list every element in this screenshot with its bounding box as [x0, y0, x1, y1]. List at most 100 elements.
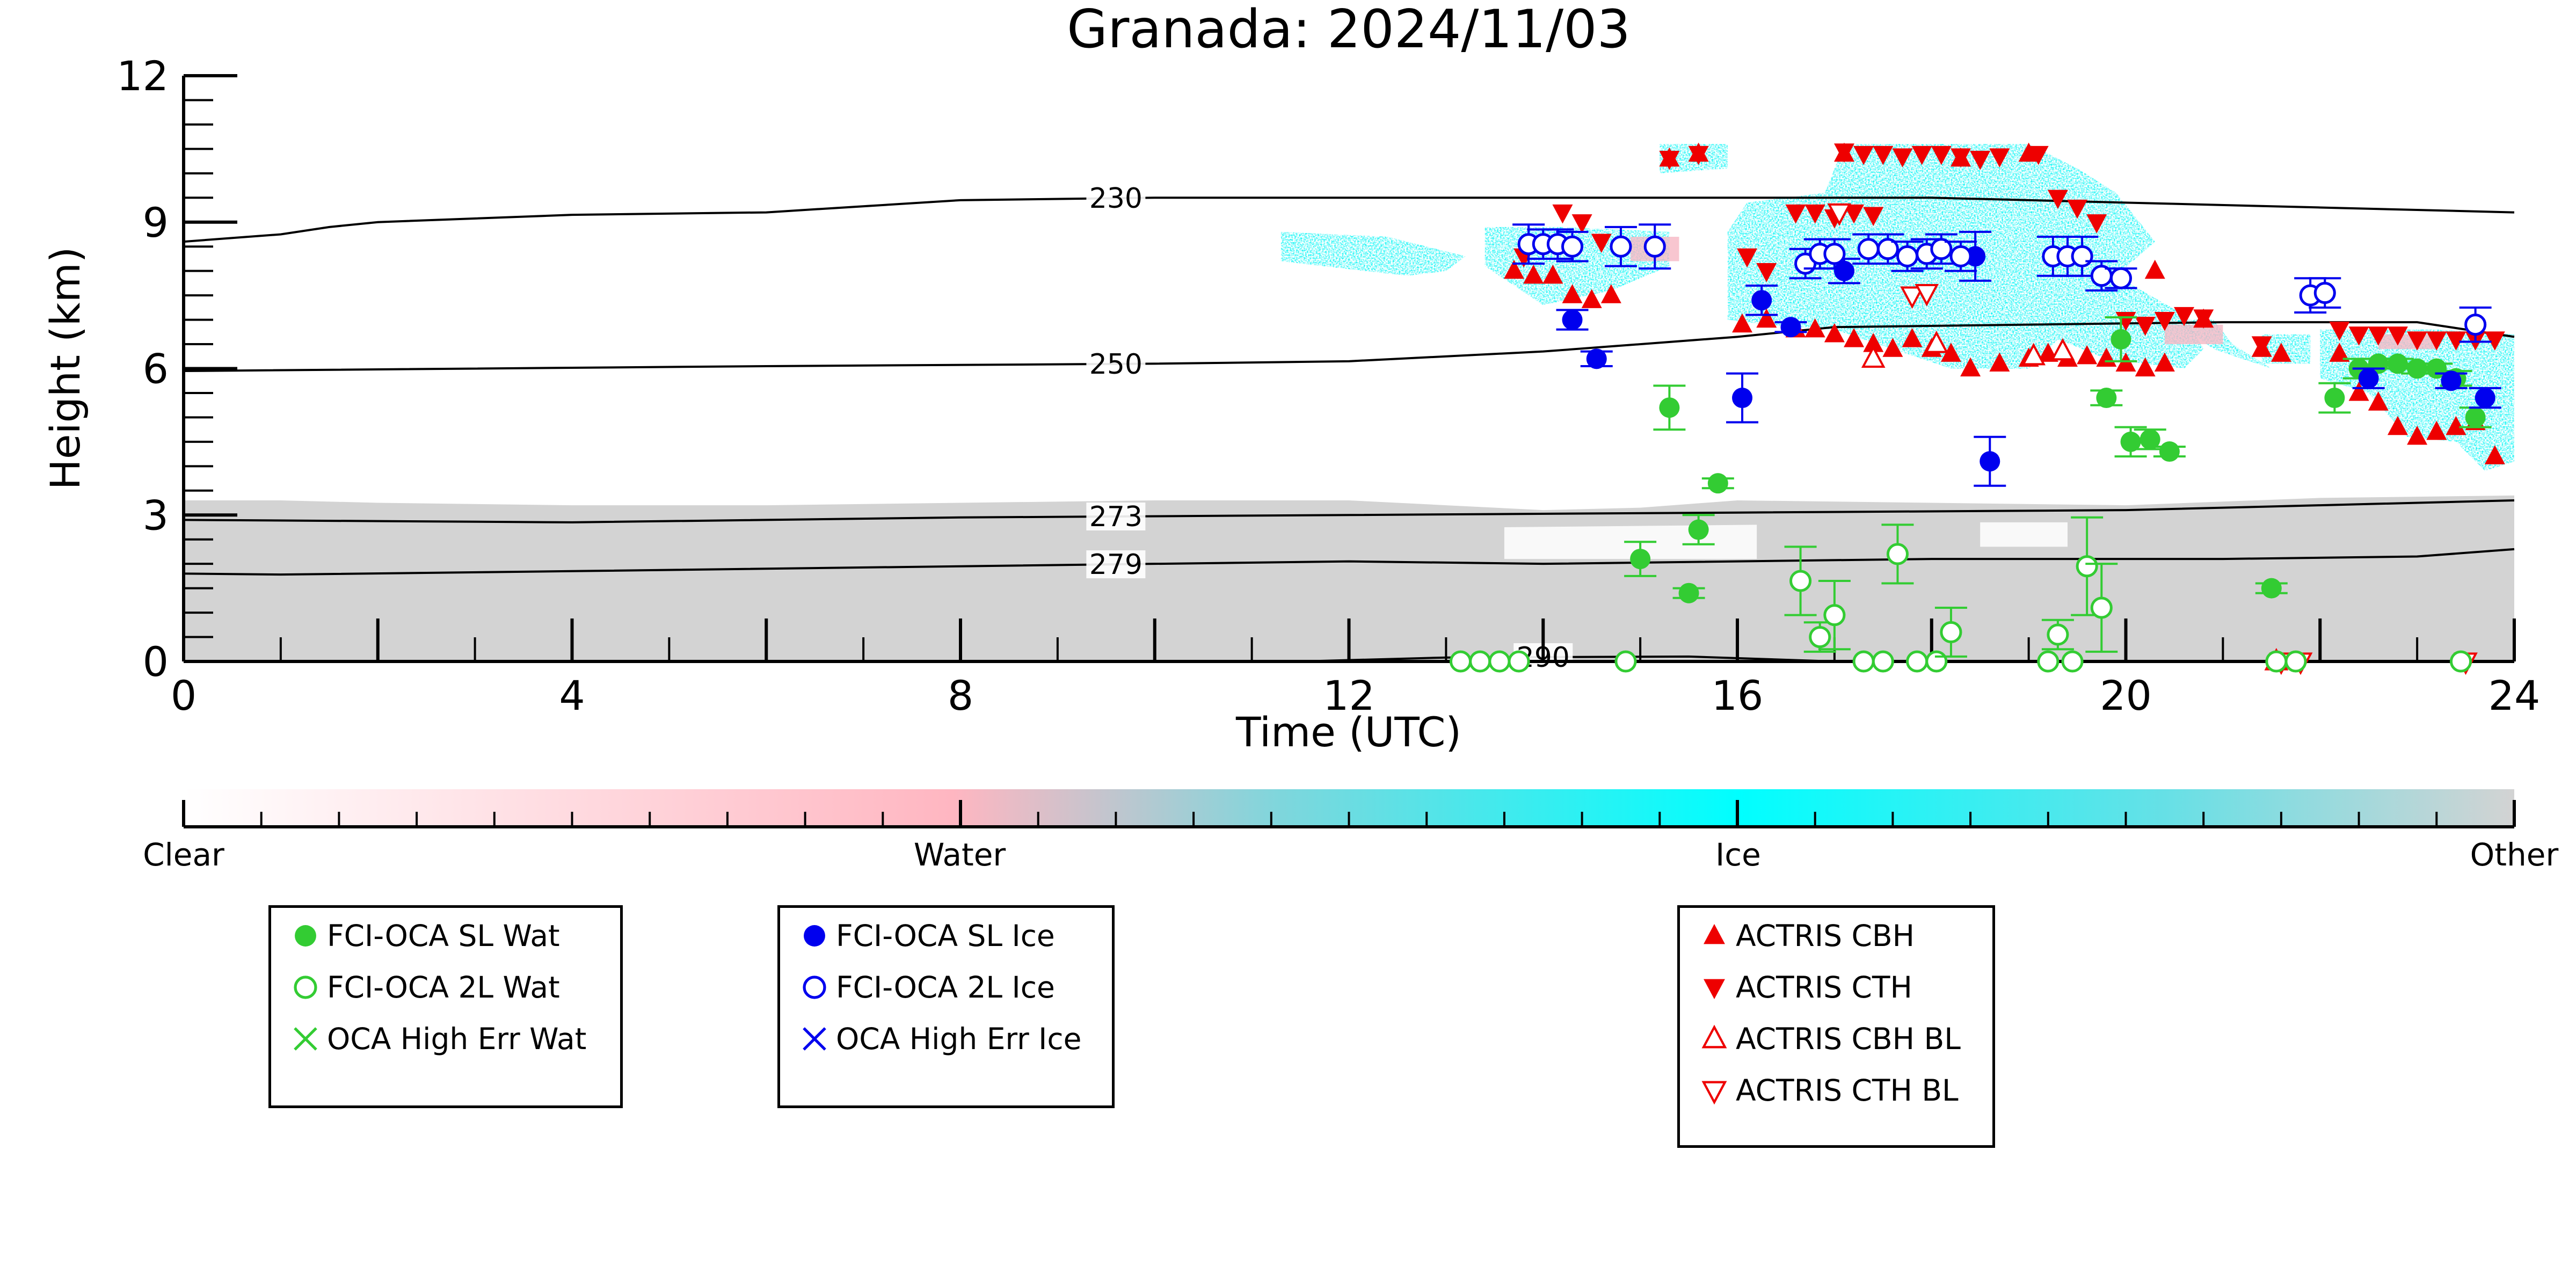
colorbar-label-clear: Clear: [143, 836, 224, 873]
y-tick-label: 6: [143, 345, 169, 393]
data-point: [2135, 317, 2156, 336]
data-point: [1780, 317, 1801, 338]
data-point: [1951, 148, 1971, 168]
colorbar-label-ice: Ice: [1715, 836, 1761, 873]
data-point: [2018, 142, 2039, 162]
data-point: [2446, 416, 2466, 435]
data-point: [1873, 145, 1894, 165]
data-point: [2484, 445, 2505, 464]
data-point: [2407, 358, 2428, 379]
data-point: [2047, 623, 2069, 646]
data-point: [2037, 650, 2060, 673]
legend-label: ACTRIS CBH BL: [1736, 1022, 1961, 1056]
data-point: [1823, 243, 1846, 265]
data-point: [2076, 555, 2098, 578]
data-point: [2067, 199, 2088, 219]
contour-label-279: 279: [1089, 549, 1143, 581]
legend-box: ACTRIS CBH ACTRIS CTH ACTRIS CBH BL ACTRIS …: [1677, 905, 1995, 1148]
data-point: [1552, 204, 1573, 224]
data-point: [1863, 207, 1884, 227]
legend-marker: [804, 925, 825, 947]
legend-symbol: [295, 925, 316, 947]
data-point: [1852, 650, 1875, 673]
legend-entry-fci-oca-2l-wat: FCI-OCA 2L Wat: [284, 970, 560, 1005]
data-point: [1751, 290, 1772, 311]
data-point: [2120, 431, 2141, 452]
data-point: [2368, 391, 2389, 411]
legend-marker: [1704, 979, 1725, 999]
data-point: [2348, 326, 2369, 346]
legend-entry-actris-cbh-bl: ACTRIS CBH BL: [1693, 1022, 1961, 1056]
data-point: [2111, 329, 2131, 350]
cloud-classification-field: [184, 144, 2514, 661]
data-point: [1906, 650, 1929, 673]
data-point: [1643, 235, 1666, 258]
data-point: [1488, 650, 1511, 673]
data-point: [2154, 352, 2175, 372]
legend-symbol: [804, 925, 825, 947]
legend-marker: [1701, 1081, 1727, 1105]
data-point: [1591, 234, 1612, 253]
data-point: [1863, 333, 1884, 352]
phase-colorbar: Clear Water Ice Other: [143, 789, 2558, 873]
data-point: [2329, 322, 2350, 341]
legend-entry-actris-cbh: ACTRIS CBH: [1693, 919, 1915, 953]
x-tick-label: 16: [1712, 672, 1764, 719]
data-point: [2387, 326, 2408, 346]
contour-label-bg: [1086, 550, 1146, 579]
data-point: [1853, 145, 1874, 165]
series-actris-cth: [1513, 143, 2505, 355]
data-point: [2358, 368, 2379, 389]
data-point: [1949, 245, 1972, 267]
legend-marker: [295, 925, 316, 947]
legend-symbol: [1701, 1081, 1727, 1105]
y-tick-label: 9: [143, 199, 169, 246]
x-tick-label: 0: [171, 672, 197, 719]
data-point: [1688, 145, 1709, 165]
data-point: [1833, 260, 1854, 281]
legend-entry-oca-high-err-ice: OCA High Err Ice: [793, 1022, 1082, 1056]
data-point: [1844, 204, 1865, 224]
legend-symbol: [1704, 924, 1725, 944]
data-point: [1614, 650, 1637, 673]
data-point: [1678, 583, 1699, 603]
data-point: [2251, 336, 2272, 355]
legend-label: OCA High Err Ice: [836, 1022, 1082, 1056]
data-point: [2441, 370, 2462, 391]
data-point: [1833, 143, 1854, 163]
data-point: [2021, 343, 2046, 366]
y-tick-label: 12: [117, 52, 169, 100]
data-point: [1789, 570, 1812, 592]
legend-entry-fci-oca-sl-wat: FCI-OCA SL Wat: [284, 919, 560, 953]
legend-label: FCI-OCA SL Ice: [836, 919, 1055, 953]
data-point: [1930, 238, 1953, 260]
contour-label-bg: [1086, 184, 1146, 213]
data-point: [2475, 388, 2495, 409]
data-point: [2465, 407, 2486, 428]
data-point: [2464, 314, 2487, 336]
data-point: [2407, 331, 2428, 351]
data-point: [1562, 284, 1583, 303]
data-point: [1804, 318, 1825, 338]
data-point: [1857, 238, 1880, 260]
data-point: [2193, 309, 2214, 329]
series-fci-oca-sl-wat: [1624, 316, 2492, 603]
legend-marker: [803, 1027, 826, 1051]
water-cloud-region: [2378, 334, 2437, 350]
colorbar-label-other: Other: [2470, 836, 2559, 873]
data-point: [1469, 650, 1491, 673]
legend-marker: [294, 976, 317, 999]
contour-label-273: 273: [1089, 501, 1143, 533]
data-point: [1827, 203, 1852, 226]
data-point: [1960, 357, 1981, 377]
data-point: [1892, 148, 1913, 168]
data-point: [1503, 259, 1524, 279]
data-point: [2446, 331, 2466, 351]
data-point: [1844, 328, 1865, 347]
legend-symbol: [294, 1027, 317, 1051]
data-point: [1562, 309, 1583, 330]
data-point: [1809, 625, 1831, 649]
contour-line-279: [183, 548, 2515, 576]
data-point: [1924, 330, 1949, 353]
